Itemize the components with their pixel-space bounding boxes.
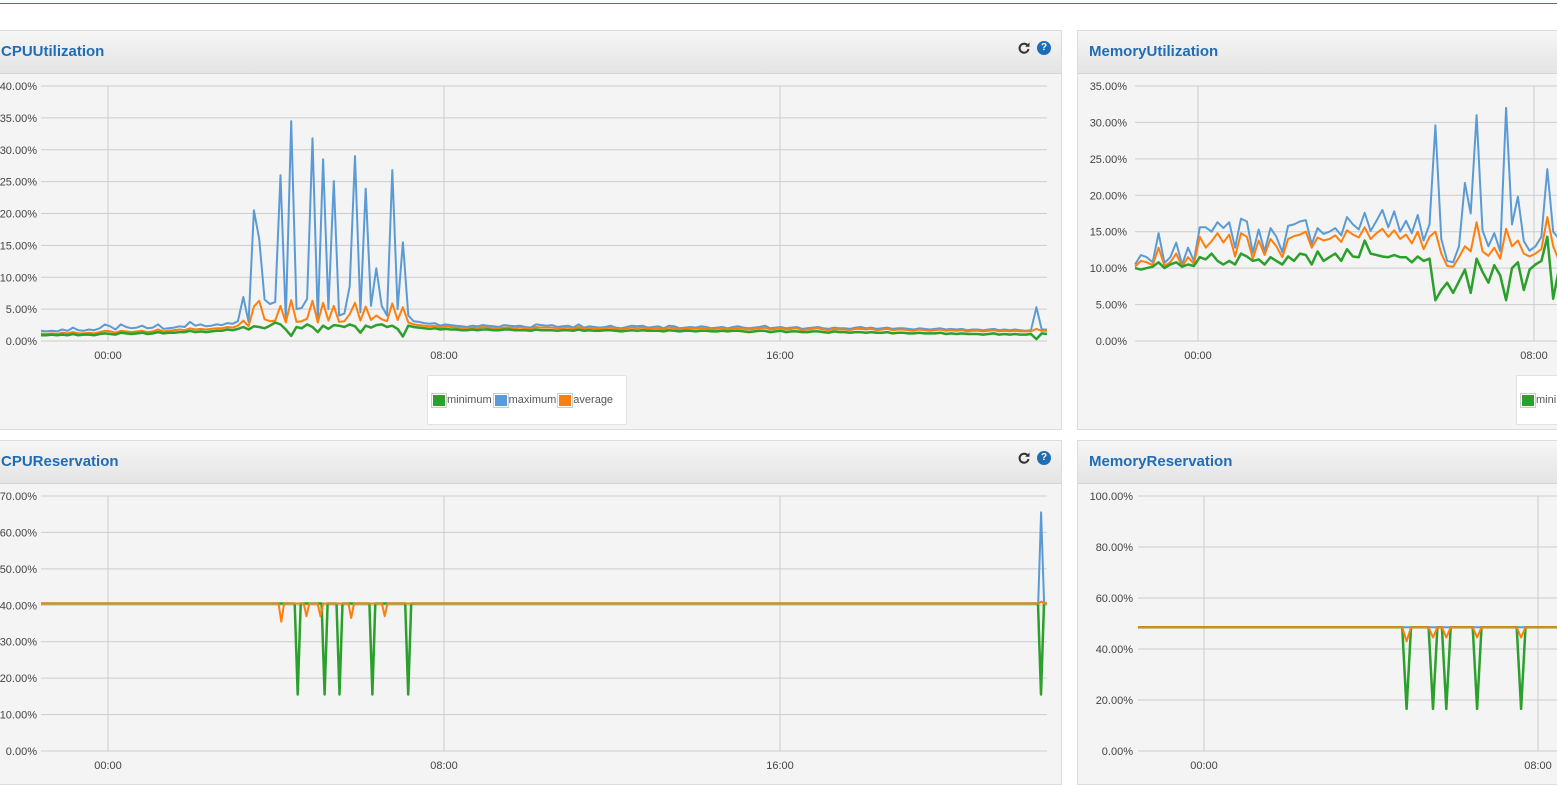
y-tick-label: 60.00% (0, 527, 37, 539)
cpu-reservation-chart: 70.00% 60.00% 50.00% 40.00% 30.00% 20.00% 10.0… (0, 491, 1047, 772)
y-tick-label: 5.00% (6, 304, 37, 316)
x-tick-label: 16:00 (766, 760, 794, 772)
help-icon[interactable]: ? (1037, 41, 1051, 55)
chart-legend: mini (1516, 375, 1557, 425)
y-tick-label: 35.00% (1090, 81, 1128, 93)
series-line-average (40, 299, 1047, 335)
legend-item-minimum[interactable]: minimum (431, 392, 492, 408)
x-tick-label: 08:00 (430, 760, 458, 772)
cpu-reservation-panel: CPUReservation ? 70.00% 60.00% 50.00% 40.00… (0, 440, 1062, 785)
y-tick-label: 60.00% (1096, 593, 1134, 605)
memory-reservation-chart: 100.00% 80.00% 60.00% 40.00% 20.00% 0.00% 00:0… (1090, 491, 1557, 772)
y-tick-label: 20.00% (0, 673, 37, 685)
y-tick-label: 40.00% (1096, 644, 1134, 656)
panel-title: MemoryUtilization (1089, 43, 1219, 60)
y-tick-label: 5.00% (1096, 300, 1127, 312)
legend-label-minimum: mini (1536, 394, 1557, 406)
legend-item-maximum[interactable]: maximum (492, 392, 557, 408)
legend-label-maximum: maximum (508, 394, 557, 406)
y-tick-label: 25.00% (1090, 154, 1128, 166)
memory-utilization-chart: 35.00% 30.00% 25.00% 20.00% 15.00% 10.00% 5.00… (1090, 81, 1557, 362)
y-tick-label: 0.00% (1096, 336, 1127, 348)
refresh-icon[interactable] (1017, 451, 1031, 465)
y-tick-label: 25.00% (0, 177, 37, 189)
panel-header: MemoryUtilization (1078, 31, 1557, 74)
y-tick-label: 10.00% (0, 710, 37, 722)
header-divider (0, 3, 1557, 4)
panel-title: CPUUtilization (1, 43, 105, 60)
y-tick-label: 30.00% (0, 145, 37, 157)
series-line-minimum (41, 602, 1047, 696)
y-tick-label: 0.00% (6, 746, 37, 758)
y-tick-label: 15.00% (0, 240, 37, 252)
cpu-utilization-chart: 40.00% 35.00% 30.00% 25.00% 20.00% 15.00% 10.0… (0, 81, 1048, 362)
cpu-utilization-panel: CPUUtilization ? 40.00% 35.00% 30.00% 25.00… (0, 30, 1062, 430)
legend-label-minimum: minimum (447, 394, 492, 406)
y-tick-label: 40.00% (0, 81, 37, 93)
x-tick-label: 08:00 (1524, 760, 1552, 772)
y-tick-label: 30.00% (0, 637, 37, 649)
y-tick-label: 20.00% (0, 209, 37, 221)
y-tick-label: 0.00% (1102, 746, 1133, 758)
series-line-average (1134, 216, 1557, 268)
y-tick-label: 100.00% (1090, 491, 1134, 503)
x-tick-label: 08:00 (430, 350, 458, 362)
panel-tools: ? (1017, 41, 1051, 55)
legend-item-average[interactable]: average (557, 392, 614, 408)
x-tick-label: 00:00 (1184, 350, 1212, 362)
series-line-minimum (41, 321, 1048, 341)
y-tick-label: 30.00% (1090, 117, 1128, 129)
y-tick-label: 10.00% (0, 272, 37, 284)
panel-header: MemoryReservation (1078, 441, 1557, 484)
y-tick-label: 20.00% (1090, 190, 1128, 202)
series-line-maximum (40, 120, 1047, 333)
x-tick-label: 00:00 (94, 760, 122, 772)
memory-utilization-panel: MemoryUtilization 35.00% 30.00% 25.00% 20.0… (1077, 30, 1557, 430)
panel-header: CPUReservation ? (0, 441, 1061, 484)
memory-reservation-panel: MemoryReservation 100.00% 80.00% 60.00% 40.… (1077, 440, 1557, 785)
y-tick-label: 0.00% (6, 336, 37, 348)
help-icon[interactable]: ? (1037, 451, 1051, 465)
panel-title: CPUReservation (1, 453, 119, 470)
series-line-average (41, 600, 1047, 623)
refresh-icon[interactable] (1017, 41, 1031, 55)
panel-header: CPUUtilization ? (0, 31, 1061, 74)
panel-title: MemoryReservation (1089, 453, 1233, 470)
x-tick-label: 00:00 (94, 350, 122, 362)
legend-swatch-minimum (1520, 392, 1536, 408)
legend-label-average: average (573, 394, 614, 406)
series-line-maximum (41, 511, 1047, 605)
x-tick-label: 08:00 (1520, 350, 1548, 362)
y-tick-label: 40.00% (0, 600, 37, 612)
panel-tools: ? (1017, 451, 1051, 465)
legend-swatch-maximum (492, 392, 509, 408)
series-line-maximum (1134, 106, 1557, 266)
chart-legend: minimum maximum average (427, 375, 627, 425)
legend-item-minimum[interactable]: mini (1520, 392, 1557, 408)
x-tick-label: 00:00 (1190, 760, 1218, 772)
y-tick-label: 15.00% (1090, 227, 1128, 239)
y-tick-label: 70.00% (0, 491, 37, 503)
series-line-minimum (1138, 626, 1557, 711)
y-tick-label: 10.00% (1090, 263, 1128, 275)
legend-swatch-minimum (431, 392, 447, 408)
series-line-minimum (1134, 235, 1557, 302)
y-tick-label: 20.00% (1096, 695, 1134, 707)
x-tick-label: 16:00 (766, 350, 794, 362)
series-line-average (1138, 626, 1557, 643)
y-tick-label: 35.00% (0, 113, 37, 125)
y-tick-label: 50.00% (0, 564, 37, 576)
legend-swatch-average (557, 392, 574, 408)
y-tick-label: 80.00% (1096, 542, 1134, 554)
